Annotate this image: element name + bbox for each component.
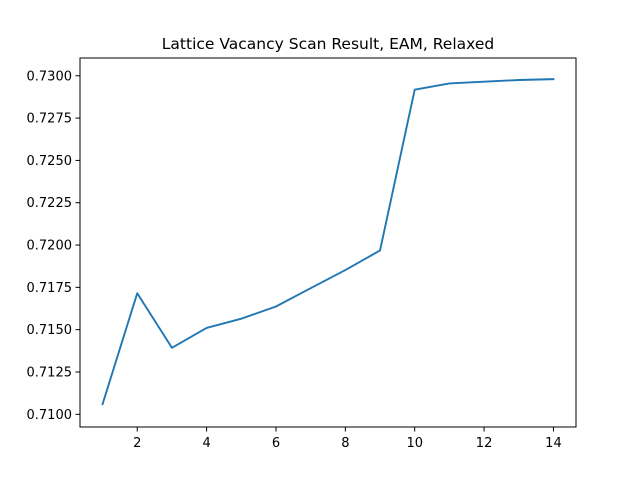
x-tick-label: 4 [202, 436, 210, 451]
y-tick-label: 0.7100 [27, 408, 73, 423]
y-tick-label: 0.7300 [27, 69, 73, 84]
x-tick-label: 10 [406, 436, 423, 451]
y-tick-label: 0.7125 [27, 365, 73, 380]
y-tick-label: 0.7175 [27, 281, 73, 296]
y-tick-label: 0.7200 [27, 239, 73, 254]
series-line-0 [101, 78, 555, 406]
plot-area: 2 4 6 8 10 12 14 0.7100 0.7125 0.7150 0.7175 0.7200… [27, 57, 577, 451]
y-tick-label: 0.7225 [27, 196, 73, 211]
x-tick-label: 12 [476, 436, 493, 451]
y-tick-label: 0.7250 [27, 154, 73, 169]
chart-title: Lattice Vacancy Scan Result, EAM, Relaxe… [162, 35, 494, 53]
x-tick-label: 2 [133, 436, 141, 451]
axes-frame [79, 57, 577, 428]
x-tick-label: 8 [341, 436, 349, 451]
y-tick-label: 0.7150 [27, 323, 73, 338]
x-tick-label: 14 [545, 436, 562, 451]
y-tick-label: 0.7275 [27, 112, 73, 127]
x-tick-label: 6 [272, 436, 280, 451]
